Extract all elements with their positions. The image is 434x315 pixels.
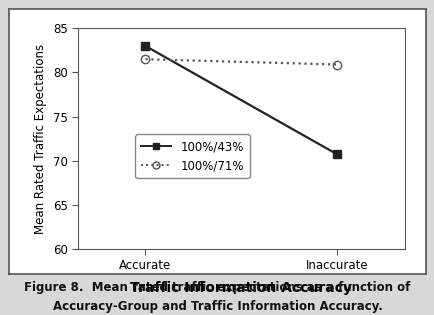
100%/43% [334,152,339,156]
X-axis label: Traffic Information Accuracy: Traffic Information Accuracy [130,281,352,295]
Y-axis label: Mean Rated Traffic Expectations: Mean Rated Traffic Expectations [34,43,47,234]
Line: 100%/71%: 100%/71% [141,55,341,69]
Line: 100%/43%: 100%/43% [141,42,341,159]
100%/43% [142,44,148,48]
Text: Accuracy-Group and Traffic Information Accuracy.: Accuracy-Group and Traffic Information A… [53,300,381,313]
Text: Figure 8.  Mean rated traffic expectations as a function of: Figure 8. Mean rated traffic expectation… [24,281,410,295]
100%/71% [334,63,339,66]
Legend: 100%/43%, 100%/71%: 100%/43%, 100%/71% [135,135,249,178]
100%/71% [142,57,148,61]
